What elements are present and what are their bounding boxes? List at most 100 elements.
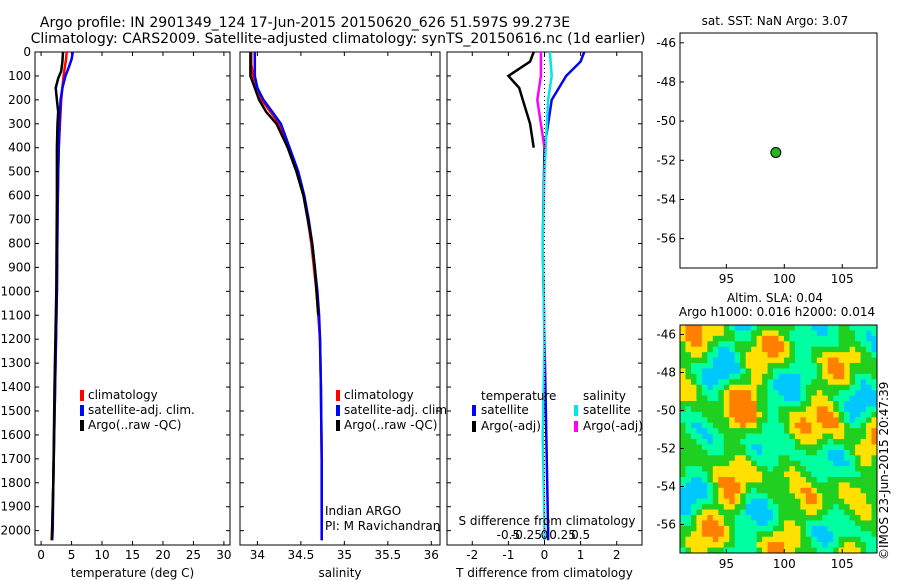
heatmap-cell	[811, 384, 818, 391]
heatmap-cell	[827, 433, 834, 440]
heatmap-cell	[849, 547, 856, 554]
heatmap-cell	[762, 515, 768, 521]
heatmap-cell	[690, 449, 697, 456]
heatmap-cell	[767, 411, 774, 418]
heatmap-cell	[680, 504, 686, 510]
heatmap-cell	[696, 525, 703, 532]
heatmap-cell	[816, 363, 823, 369]
heatmap-cell	[723, 439, 730, 445]
heatmap-cell	[718, 493, 725, 500]
heatmap-cell	[690, 542, 697, 548]
heatmap-cell	[718, 482, 725, 489]
heatmap-cell	[794, 422, 801, 429]
heatmap-cell	[849, 357, 856, 364]
heatmap-cell	[718, 346, 725, 353]
heatmap-cell	[838, 504, 845, 510]
heatmap-cell	[800, 542, 807, 548]
heatmap-cell	[690, 525, 697, 532]
heatmap-cell	[773, 531, 779, 538]
heatmap-cell	[718, 379, 725, 386]
heatmap-cell	[794, 433, 801, 440]
heatmap-cell	[794, 357, 801, 364]
heatmap-cell	[844, 504, 851, 510]
heatmap-cell	[701, 466, 708, 472]
heatmap-cell	[762, 428, 768, 434]
heatmap-cell	[718, 422, 725, 429]
heatmap-cell	[680, 428, 686, 434]
heatmap-cell	[805, 444, 812, 451]
heatmap-cell	[718, 330, 725, 337]
heatmap-cell	[805, 482, 812, 489]
heatmap-cell	[811, 417, 818, 424]
heatmap-cell	[745, 487, 752, 494]
heatmap-cell	[855, 325, 861, 331]
heatmap-cell	[871, 487, 878, 494]
heatmap-cell	[762, 384, 768, 391]
heatmap-cell	[712, 422, 719, 429]
y-tick-label: 800	[8, 236, 31, 250]
heatmap-cell	[816, 373, 823, 380]
heatmap-cell	[745, 411, 752, 418]
heatmap-cell	[701, 498, 708, 505]
heatmap-cell	[805, 504, 812, 510]
heatmap-cell	[690, 346, 697, 353]
heatmap-cell	[833, 515, 840, 521]
x-tick-label: 10	[94, 548, 109, 562]
heatmap-cell	[833, 547, 840, 554]
heatmap-cell	[778, 542, 785, 548]
heatmap-cell	[734, 368, 741, 375]
heatmap-cell	[718, 384, 725, 391]
heatmap-cell	[756, 428, 763, 434]
heatmap-cell	[745, 542, 752, 548]
heatmap-cell	[811, 466, 818, 472]
heatmap-cell	[712, 406, 719, 413]
heatmap-cell	[767, 531, 774, 538]
heatmap-cell	[773, 477, 779, 483]
heatmap-cell	[783, 401, 790, 407]
heatmap-cell	[833, 531, 840, 538]
heatmap-cell	[751, 390, 758, 396]
heatmap-cell	[718, 498, 725, 505]
heatmap-cell	[707, 335, 714, 342]
heatmap-cell	[783, 515, 790, 521]
heatmap-cell	[855, 373, 861, 380]
heatmap-cell	[822, 411, 829, 418]
heatmap-cell	[778, 395, 785, 402]
heatmap-cell	[866, 525, 872, 532]
heatmap-cell	[767, 363, 774, 369]
heatmap-cell	[871, 520, 878, 527]
heatmap-cell	[685, 444, 692, 451]
heatmap-cell	[849, 509, 856, 516]
heatmap-cell	[756, 417, 763, 424]
heatmap-cell	[816, 487, 823, 494]
heatmap-cell	[723, 363, 730, 369]
heatmap-cell	[701, 384, 708, 391]
heatmap-cell	[680, 455, 686, 462]
heatmap-cell	[723, 390, 730, 396]
heatmap-cell	[800, 520, 807, 527]
y-tick-label: 1300	[0, 356, 31, 370]
x-tick-label: 1	[577, 548, 585, 562]
heatmap-cell	[811, 449, 818, 456]
heatmap-cell	[789, 368, 796, 375]
heatmap-cell	[844, 482, 851, 489]
heatmap-cell	[849, 341, 856, 348]
heatmap-cell	[805, 477, 812, 483]
heatmap-cell	[827, 444, 834, 451]
heatmap-cell	[811, 439, 818, 445]
heatmap-cell	[729, 487, 736, 494]
heatmap-cell	[811, 547, 818, 554]
heatmap-cell	[822, 509, 829, 516]
x-tick-label: 25	[186, 548, 201, 562]
heatmap-cell	[701, 395, 708, 402]
heatmap-cell	[811, 477, 818, 483]
heatmap-cell	[794, 401, 801, 407]
heatmap-cell	[789, 547, 796, 554]
heatmap-cell	[778, 498, 785, 505]
heatmap-cell	[740, 341, 747, 348]
heatmap-cell	[723, 515, 730, 521]
heatmap-cell	[789, 525, 796, 532]
legend-label: Argo(-adj)	[583, 419, 643, 433]
heatmap-cell	[860, 330, 867, 337]
heatmap-cell	[827, 515, 834, 521]
